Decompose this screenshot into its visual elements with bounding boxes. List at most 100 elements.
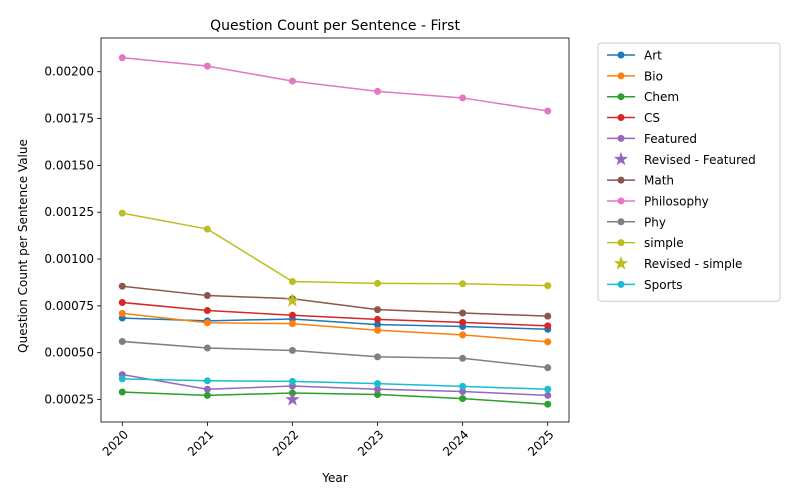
series-math — [118, 282, 552, 320]
x-tick-label: 2022 — [270, 427, 301, 458]
series-line — [122, 378, 548, 390]
legend-marker — [617, 72, 625, 80]
legend-entry-bio: Bio — [607, 69, 663, 83]
legend-marker — [617, 134, 625, 142]
x-tick-label: 2021 — [185, 427, 216, 458]
data-point — [118, 309, 126, 317]
data-point — [203, 307, 211, 315]
data-point — [118, 54, 126, 62]
legend-marker — [617, 176, 625, 184]
data-point — [203, 344, 211, 352]
legend-box — [597, 42, 781, 302]
y-tick-label: 0.00150 — [44, 158, 94, 172]
legend-entry-art: Art — [607, 49, 662, 63]
data-point — [374, 315, 382, 323]
legend-label: Philosophy — [644, 194, 709, 208]
series-cs — [118, 298, 552, 330]
data-point — [459, 318, 467, 326]
legend-entry-revised-featured: Revised - Featured — [613, 151, 756, 167]
data-point — [118, 337, 126, 345]
data-point — [459, 382, 467, 390]
x-tick-label: 2025 — [525, 427, 556, 458]
legend-marker — [617, 197, 625, 205]
legend-marker-star — [613, 256, 629, 270]
legend-entry-simple: simple — [607, 236, 684, 250]
legend-label: Sports — [644, 278, 682, 292]
y-tick-label: 0.00050 — [44, 346, 94, 360]
data-point — [374, 385, 382, 393]
data-point — [374, 380, 382, 388]
y-tick-label: 0.00200 — [44, 65, 94, 79]
series-line — [122, 301, 548, 327]
data-point — [374, 306, 382, 314]
legend-entry-phy: Phy — [607, 215, 666, 229]
y-tick-label: 0.00175 — [44, 112, 94, 126]
legend: Art Bio Chem CS Featured Revised - Featured Ma… — [597, 42, 781, 302]
legend-label: Revised - simple — [644, 257, 742, 271]
x-tick-label: 2023 — [355, 427, 386, 458]
data-point — [374, 326, 382, 334]
y-tick-label: 0.00075 — [44, 299, 94, 313]
data-point — [544, 322, 552, 330]
series-line — [122, 373, 548, 397]
y-tick-label: 0.00025 — [44, 393, 94, 407]
data-point — [459, 280, 467, 288]
data-point — [118, 388, 126, 396]
series-line — [122, 391, 548, 405]
series-sports — [118, 375, 552, 393]
data-point — [459, 331, 467, 339]
legend-entry-revised-simple: Revised - simple — [613, 256, 742, 271]
legend-label: simple — [644, 236, 684, 250]
series-chem — [118, 388, 552, 408]
legend-marker-star — [613, 151, 629, 166]
data-point — [544, 391, 552, 399]
data-point — [374, 353, 382, 361]
data-point — [374, 87, 382, 95]
data-point — [544, 282, 552, 290]
data-point — [374, 279, 382, 287]
data-point — [288, 377, 296, 385]
series-line — [122, 285, 548, 317]
legend-marker — [617, 218, 625, 226]
x-axis-title: Year — [321, 471, 347, 485]
data-point — [118, 209, 126, 217]
data-point-star — [285, 293, 300, 307]
legend-label: Chem — [644, 90, 679, 104]
x-tick-label: 2020 — [100, 427, 131, 458]
data-point — [288, 77, 296, 85]
legend-marker — [617, 93, 625, 101]
x-tick-label: 2024 — [440, 427, 471, 458]
data-point — [203, 62, 211, 70]
series-line — [122, 56, 548, 112]
data-point — [374, 321, 382, 329]
data-point — [459, 354, 467, 362]
legend-label: CS — [644, 111, 660, 125]
y-tick-label: 0.00100 — [44, 252, 94, 266]
legend-entry-chem: Chem — [607, 90, 679, 104]
data-point — [544, 364, 552, 372]
plot-area: 0.00025 0.00050 0.00075 0.00100 0.00125 0.001… — [44, 37, 570, 459]
series-line — [122, 340, 548, 369]
series-line — [122, 317, 548, 331]
data-point — [544, 338, 552, 346]
legend-entry-math: Math — [607, 174, 674, 188]
legend-marker — [617, 239, 625, 247]
series-phy — [118, 337, 552, 372]
data-point — [544, 312, 552, 320]
data-point — [459, 309, 467, 317]
legend-entry-philosophy: Philosophy — [607, 194, 709, 208]
data-point — [203, 292, 211, 300]
data-point — [203, 377, 211, 385]
data-point — [459, 387, 467, 395]
data-point — [203, 319, 211, 327]
legend-entry-cs: CS — [607, 111, 660, 125]
legend-marker — [617, 51, 625, 59]
legend-label: Bio — [644, 69, 663, 83]
legend-label: Math — [644, 174, 674, 188]
data-point — [544, 385, 552, 393]
data-point — [203, 391, 211, 399]
legend-marker — [617, 114, 625, 122]
data-point — [288, 346, 296, 354]
series-philosophy — [118, 54, 552, 115]
